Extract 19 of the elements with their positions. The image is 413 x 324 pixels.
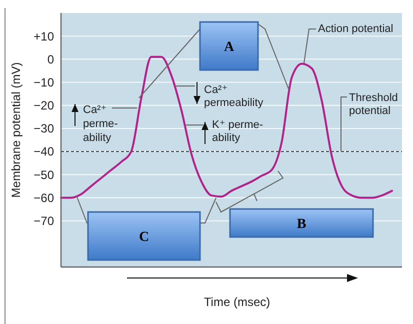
y-tick-label: +10 bbox=[34, 29, 54, 44]
annotation: Ca²⁺ perme- ability bbox=[83, 104, 118, 144]
y-tick-label: 0 bbox=[47, 52, 54, 66]
annotation: A bbox=[224, 40, 235, 55]
y-tick-label: −20 bbox=[34, 98, 54, 113]
y-axis-title: Membrane potential (mV) bbox=[9, 62, 23, 198]
y-tick-label: −60 bbox=[34, 190, 54, 205]
y-tick-label: −10 bbox=[34, 75, 54, 90]
annotation: Ca²⁺ permeability bbox=[204, 84, 264, 109]
ref-line-label: Threshold potential bbox=[349, 92, 398, 117]
annotation: K⁺ perme- ability bbox=[212, 119, 264, 144]
x-axis-title: Time (msec) bbox=[204, 295, 270, 309]
y-tick-label: −70 bbox=[34, 214, 54, 228]
annotation: C bbox=[138, 230, 150, 245]
annotation: Action potential bbox=[318, 23, 394, 35]
y-tick-label: −50 bbox=[34, 168, 54, 182]
y-tick-label: −30 bbox=[34, 122, 54, 136]
annotation: B bbox=[296, 216, 306, 232]
y-tick-label: −40 bbox=[34, 144, 54, 159]
